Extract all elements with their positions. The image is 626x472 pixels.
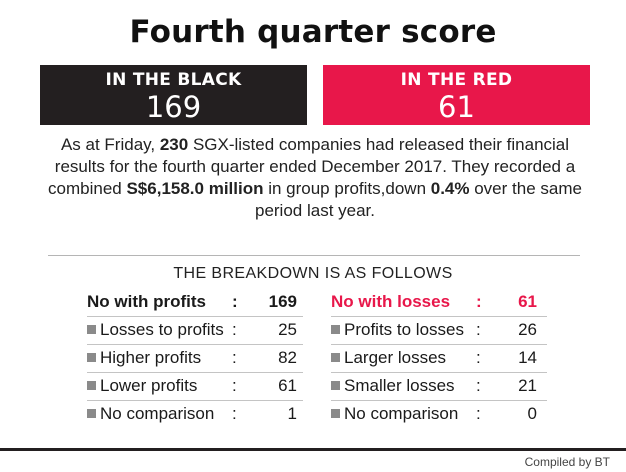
losses-header-row: No with losses : 61: [331, 289, 547, 317]
square-bullet-icon: [87, 381, 96, 390]
table-row: Smaller losses : 21: [331, 373, 547, 401]
in-the-red-box: IN THE RED 61: [323, 65, 590, 125]
row-colon: :: [476, 376, 481, 395]
losses-column: No with losses : 61 Profits to losses : …: [331, 289, 547, 428]
square-bullet-icon: [87, 409, 96, 418]
profits-header-colon: :: [232, 292, 238, 311]
row-label: Smaller losses: [344, 376, 455, 395]
row-value: 26: [518, 320, 537, 339]
row-label: No comparison: [344, 404, 459, 423]
row-value: 21: [518, 376, 537, 395]
square-bullet-icon: [87, 325, 96, 334]
row-colon: :: [232, 320, 237, 339]
square-bullet-icon: [331, 409, 340, 418]
in-the-black-box: IN THE BLACK 169: [40, 65, 307, 125]
source-credit: Compiled by BT: [524, 455, 610, 469]
row-value: 82: [278, 348, 297, 367]
square-bullet-icon: [331, 325, 340, 334]
summary-text-3: in group profits,down: [263, 179, 431, 198]
in-the-red-value: 61: [438, 90, 475, 124]
table-row: Higher profits : 82: [87, 345, 303, 373]
row-value: 14: [518, 348, 537, 367]
row-value: 1: [287, 404, 297, 423]
losses-header-colon: :: [476, 292, 482, 311]
page-title: Fourth quarter score: [129, 14, 497, 50]
square-bullet-icon: [331, 353, 340, 362]
summary-paragraph: As at Friday, 230 SGX-listed companies h…: [40, 134, 590, 222]
row-label: Larger losses: [344, 348, 447, 367]
row-label: Profits to losses: [344, 320, 464, 339]
square-bullet-icon: [331, 381, 340, 390]
row-colon: :: [232, 376, 237, 395]
row-label: Lower profits: [100, 376, 198, 395]
row-label: Higher profits: [100, 348, 202, 367]
row-value: 61: [278, 376, 297, 395]
row-label: Losses to profits: [100, 320, 224, 339]
row-colon: :: [476, 348, 481, 367]
table-row: No comparison : 1: [87, 401, 303, 428]
row-colon: :: [476, 320, 481, 339]
table-row: No comparison : 0: [331, 401, 547, 428]
in-the-red-label: IN THE RED: [400, 70, 513, 90]
square-bullet-icon: [87, 353, 96, 362]
row-label: No comparison: [100, 404, 215, 423]
table-row: Larger losses : 14: [331, 345, 547, 373]
summary-profit-amount: S$6,158.0 million: [126, 179, 264, 198]
profits-column: No with profits : 169 Losses to profits …: [87, 289, 303, 428]
row-colon: :: [232, 404, 237, 423]
table-row: Profits to losses : 26: [331, 317, 547, 345]
bottom-rule: [0, 448, 626, 451]
summary-text-4: over the same period last year.: [254, 179, 582, 220]
profits-header-value: 169: [268, 292, 297, 311]
profits-header-row: No with profits : 169: [87, 289, 303, 317]
losses-header-value: 61: [518, 292, 537, 311]
row-value: 0: [527, 404, 537, 423]
losses-header-label: No with losses: [331, 292, 451, 311]
row-value: 25: [278, 320, 297, 339]
summary-text-2: SGX-listed companies had released their …: [48, 135, 576, 198]
row-colon: :: [476, 404, 481, 423]
summary-change-percent: 0.4%: [430, 179, 470, 198]
summary-company-count: 230: [159, 135, 189, 154]
table-row: Lower profits : 61: [87, 373, 303, 401]
row-colon: :: [232, 348, 237, 367]
breakdown-heading: THE BREAKDOWN IS AS FOLLOWS: [173, 265, 453, 282]
table-row: Losses to profits : 25: [87, 317, 303, 345]
summary-text-1: As at Friday,: [60, 135, 160, 154]
profits-header-label: No with profits: [87, 292, 206, 311]
in-the-black-label: IN THE BLACK: [105, 70, 242, 90]
divider: [48, 255, 580, 256]
in-the-black-value: 169: [145, 90, 202, 124]
